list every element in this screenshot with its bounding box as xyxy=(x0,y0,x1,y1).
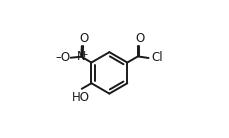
Text: –O: –O xyxy=(55,51,70,64)
Text: N: N xyxy=(76,50,85,63)
Text: HO: HO xyxy=(72,91,90,104)
Text: Cl: Cl xyxy=(151,51,162,64)
Text: +: + xyxy=(79,50,87,59)
Text: O: O xyxy=(79,32,88,45)
Text: O: O xyxy=(134,31,144,45)
